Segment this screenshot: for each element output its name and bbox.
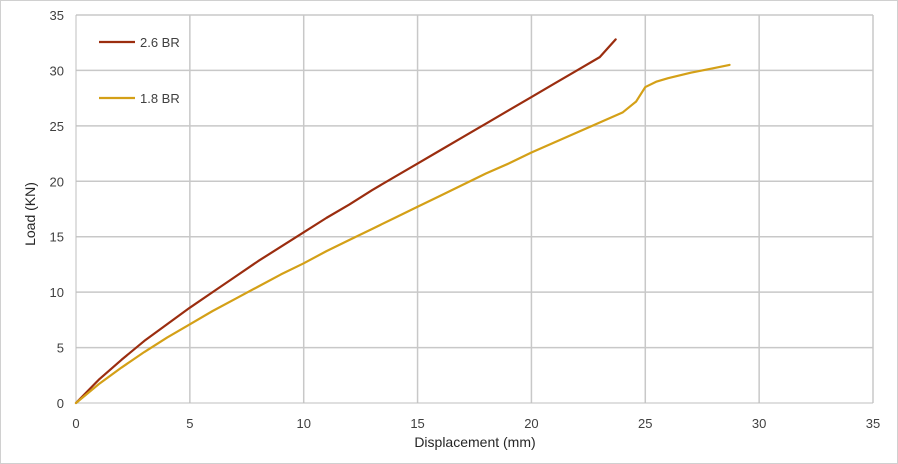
x-tick-label: 35 — [866, 416, 880, 431]
axes — [75, 15, 873, 404]
legend-label-1: 2.6 BR — [140, 35, 180, 50]
y-tick-label: 10 — [50, 285, 64, 300]
y-tick-label: 35 — [50, 8, 64, 23]
y-tick-label: 0 — [57, 396, 64, 411]
x-tick-label: 20 — [524, 416, 538, 431]
x-tick-label: 30 — [752, 416, 766, 431]
y-tick-label: 5 — [57, 341, 64, 356]
x-axis-title: Displacement (mm) — [414, 434, 535, 450]
x-tick-label: 15 — [410, 416, 424, 431]
y-tick-label: 30 — [50, 63, 64, 78]
series-line-2 — [74, 63, 731, 405]
y-axis-title: Load (KN) — [22, 182, 38, 246]
y-tick-label: 25 — [50, 119, 64, 134]
legend: 2.6 BR 1.8 BR — [99, 35, 180, 106]
series-line-1 — [74, 38, 617, 405]
x-tick-label: 10 — [296, 416, 310, 431]
y-tick-label: 20 — [50, 174, 64, 189]
x-tick-labels: 0 5 10 15 20 25 30 35 — [72, 416, 880, 431]
x-tick-label: 25 — [638, 416, 652, 431]
y-tick-labels: 0 5 10 15 20 25 30 35 — [50, 8, 64, 411]
series-lines — [74, 38, 731, 405]
y-tick-label: 15 — [50, 230, 64, 245]
x-tick-label: 0 — [72, 416, 79, 431]
legend-label-2: 1.8 BR — [140, 91, 180, 106]
x-tick-label: 5 — [186, 416, 193, 431]
grid-lines — [76, 14, 874, 403]
